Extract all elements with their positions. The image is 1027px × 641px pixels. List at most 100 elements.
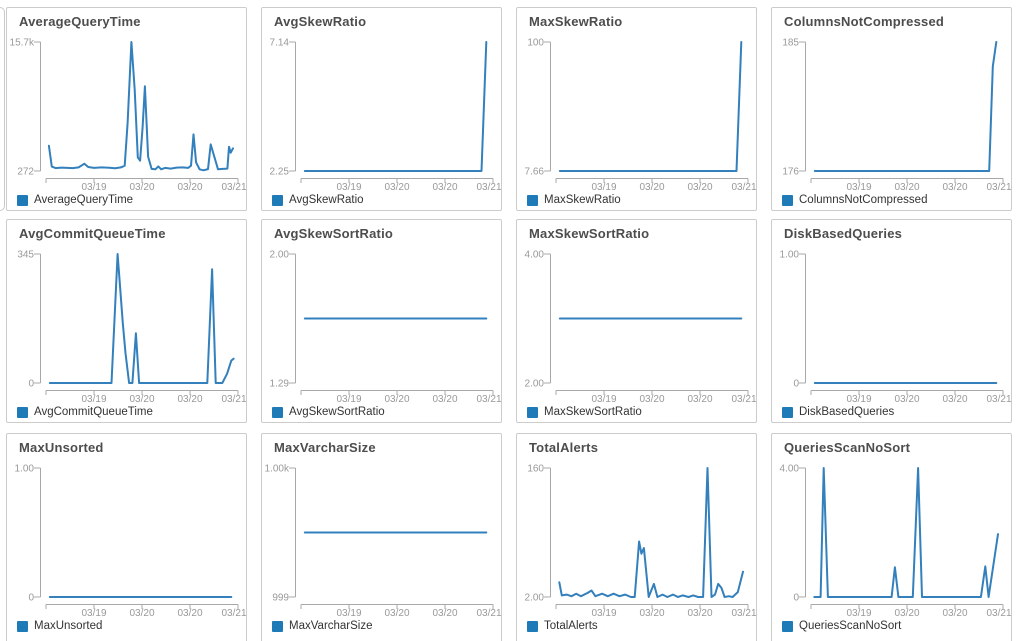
legend-label: DiskBasedQueries (799, 406, 895, 418)
legend-swatch-icon (17, 620, 28, 632)
series-line-TotalAlerts (558, 467, 744, 598)
x-tick-label: 03/20 (129, 608, 154, 619)
chart-panel-QueriesScanNoSort[interactable]: QueriesScanNoSort 4.00 0 03/19 03/20 03/20 03… (771, 433, 1012, 641)
x-tick-label: 03/19 (591, 394, 616, 405)
x-tick-label: 03/19 (591, 182, 616, 193)
legend-swatch-icon (527, 194, 538, 206)
x-tick-label: 03/21 (986, 394, 1011, 405)
x-tick-label: 03/20 (129, 394, 154, 405)
line-chart: 100 7.66 03/19 03/20 03/20 03/21 (525, 38, 757, 194)
x-tick-label: 03/19 (336, 182, 361, 193)
x-tick-label: 03/19 (336, 608, 361, 619)
line-chart: 4.00 0 03/19 03/20 03/20 03/21 (780, 464, 1012, 620)
chart-legend[interactable]: ColumnsNotCompressed (782, 194, 927, 206)
chart-panel-AvgSkewSortRatio[interactable]: AvgSkewSortRatio 2.00 1.29 03/19 03/20 03/20… (261, 219, 502, 423)
y-min-label: 0 (793, 379, 799, 390)
chart-legend[interactable]: AvgSkewSortRatio (272, 406, 385, 418)
chart-legend[interactable]: MaxSkewRatio (527, 194, 621, 206)
legend-swatch-icon (782, 194, 793, 206)
legend-label: AvgCommitQueueTime (34, 406, 153, 418)
x-tick-label: 03/20 (942, 182, 967, 193)
chart-panel-DiskBasedQueries[interactable]: DiskBasedQueries 1.00 0 03/19 03/20 03/20 03/… (771, 219, 1012, 423)
legend-swatch-icon (782, 406, 793, 418)
legend-swatch-icon (527, 620, 538, 632)
chart-panel-AverageQueryTime[interactable]: AverageQueryTime 15.7k 272 03/19 03/20 03/20… (6, 7, 247, 211)
x-tick-label: 03/20 (639, 182, 664, 193)
legend-swatch-icon (17, 194, 28, 206)
chart-title: MaxSkewRatio (529, 14, 623, 29)
y-min-label: 2.25 (270, 167, 290, 178)
x-tick-label: 03/20 (687, 608, 712, 619)
chart-legend[interactable]: QueriesScanNoSort (782, 620, 901, 632)
line-chart: 1.00 0 03/19 03/20 03/20 03/21 (15, 464, 247, 620)
y-max-label: 345 (17, 250, 34, 261)
chart-title: MaxUnsorted (19, 440, 104, 455)
x-tick-label: 03/19 (846, 608, 871, 619)
x-tick-label: 03/21 (221, 608, 246, 619)
chart-panel-TotalAlerts[interactable]: TotalAlerts 160 2.00 03/19 03/20 03/20 03/21 … (516, 433, 757, 641)
chart-panel-AvgSkewRatio[interactable]: AvgSkewRatio 7.14 2.25 03/19 03/20 03/20 03/2… (261, 7, 502, 211)
chart-legend[interactable]: MaxSkewSortRatio (527, 406, 642, 418)
legend-label: MaxVarcharSize (289, 620, 373, 632)
chart-panel-MaxUnsorted[interactable]: MaxUnsorted 1.00 0 03/19 03/20 03/20 03/21 Ma… (6, 433, 247, 641)
x-tick-label: 03/20 (432, 182, 457, 193)
x-tick-label: 03/20 (639, 608, 664, 619)
chart-title: AvgSkewRatio (274, 14, 367, 29)
x-tick-label: 03/20 (894, 608, 919, 619)
x-tick-label: 03/20 (687, 394, 712, 405)
series-line-AverageQueryTime (47, 41, 234, 172)
chart-title: ColumnsNotCompressed (784, 14, 945, 29)
chart-title: AverageQueryTime (19, 14, 141, 29)
chart-title: QueriesScanNoSort (784, 440, 911, 455)
chart-panel-MaxSkewSortRatio[interactable]: MaxSkewSortRatio 4.00 2.00 03/19 03/20 03/20… (516, 219, 757, 423)
chart-legend[interactable]: AvgCommitQueueTime (17, 406, 153, 418)
x-tick-label: 03/21 (731, 608, 756, 619)
x-tick-label: 03/20 (384, 182, 409, 193)
legend-label: AvgSkewSortRatio (289, 406, 385, 418)
chart-legend[interactable]: MaxVarcharSize (272, 620, 373, 632)
legend-label: QueriesScanNoSort (799, 620, 902, 632)
y-min-label: 272 (17, 167, 34, 178)
legend-swatch-icon (272, 620, 283, 632)
legend-label: ColumnsNotCompressed (799, 194, 928, 206)
chart-panel-MaxSkewRatio[interactable]: MaxSkewRatio 100 7.66 03/19 03/20 03/20 03/21… (516, 7, 757, 211)
chart-legend[interactable]: TotalAlerts (527, 620, 598, 632)
line-chart: 345 0 03/19 03/20 03/20 03/21 (17, 250, 247, 406)
y-min-label: 0 (793, 593, 799, 604)
line-chart: 1.00k 999 03/19 03/20 03/20 03/21 (265, 464, 502, 620)
x-tick-label: 03/21 (986, 608, 1011, 619)
line-chart: 160 2.00 03/19 03/20 03/20 03/21 (525, 464, 757, 620)
line-chart: 1.00 0 03/19 03/20 03/20 03/21 (780, 250, 1012, 406)
chart-title: AvgCommitQueueTime (19, 226, 166, 241)
chart-title: DiskBasedQueries (784, 226, 903, 241)
y-max-label: 4.00 (780, 464, 800, 475)
x-tick-label: 03/20 (639, 394, 664, 405)
chart-legend[interactable]: AverageQueryTime (17, 194, 133, 206)
chart-panel-AvgCommitQueueTime[interactable]: AvgCommitQueueTime 345 0 03/19 03/20 03/20 03… (6, 219, 247, 423)
legend-label: MaxSkewRatio (544, 194, 621, 206)
y-max-label: 1.00 (780, 250, 800, 261)
chart-panel-ColumnsNotCompressed[interactable]: ColumnsNotCompressed 185 176 03/19 03/20 03/… (771, 7, 1012, 211)
series-line-ColumnsNotCompressed (813, 41, 998, 172)
y-min-label: 0 (28, 379, 34, 390)
x-tick-label: 03/19 (81, 182, 106, 193)
x-tick-label: 03/20 (432, 394, 457, 405)
chart-legend[interactable]: MaxUnsorted (17, 620, 102, 632)
x-tick-label: 03/20 (894, 182, 919, 193)
y-min-label: 1.29 (270, 379, 290, 390)
y-max-label: 4.00 (525, 250, 545, 261)
y-max-label: 15.7k (10, 38, 35, 49)
y-min-label: 2.00 (525, 593, 545, 604)
legend-swatch-icon (272, 194, 283, 206)
series-line-QueriesScanNoSort (813, 467, 999, 598)
x-tick-label: 03/19 (846, 394, 871, 405)
chart-panel-MaxVarcharSize[interactable]: MaxVarcharSize 1.00k 999 03/19 03/20 03/20 03… (261, 433, 502, 641)
y-min-label: 7.66 (525, 167, 545, 178)
y-max-label: 160 (527, 464, 544, 475)
chart-legend[interactable]: DiskBasedQueries (782, 406, 894, 418)
chart-legend[interactable]: AvgSkewRatio (272, 194, 364, 206)
y-max-label: 100 (527, 38, 544, 49)
x-tick-label: 03/19 (846, 182, 871, 193)
cropped-panel-edge (0, 7, 5, 211)
